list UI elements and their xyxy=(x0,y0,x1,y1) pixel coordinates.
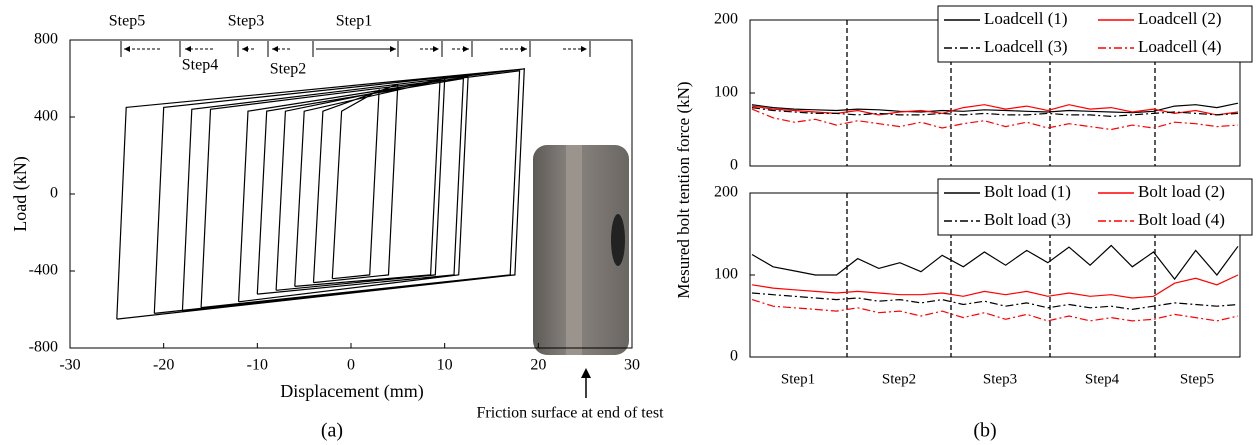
y-tick-label: 400 xyxy=(34,108,58,125)
y-tick-label: 0 xyxy=(50,185,58,202)
annotation: Step1 xyxy=(336,13,372,30)
x-tick-label: 0 xyxy=(347,357,355,374)
series-line xyxy=(751,102,1239,114)
legend-label: Bolt load (4) xyxy=(1138,210,1225,229)
y-tick-label: 200 xyxy=(714,184,738,201)
y-tick-label: 100 xyxy=(714,266,738,283)
y-tick-label: 0 xyxy=(730,348,738,365)
annotation: Step5 xyxy=(109,13,145,30)
series-line xyxy=(751,244,1239,281)
x-tick-label: -30 xyxy=(59,357,80,374)
x-tick-label: 10 xyxy=(437,357,453,374)
arrow-head xyxy=(242,46,248,52)
arrow-head xyxy=(185,46,191,52)
y-tick-label: 200 xyxy=(714,11,738,28)
arrow-head xyxy=(272,46,278,52)
caption: (a) xyxy=(321,420,343,442)
series-line xyxy=(751,274,1239,299)
x-axis-label: Displacement (mm) xyxy=(280,381,423,402)
series-line xyxy=(751,108,1239,131)
arrow-head xyxy=(463,46,469,52)
photo xyxy=(533,145,629,398)
x-tick-label: Step4 xyxy=(1085,371,1120,387)
annotation: Step3 xyxy=(228,13,264,30)
y-tick-label: -800 xyxy=(29,339,58,356)
legend-label: Bolt load (1) xyxy=(984,182,1071,201)
x-tick-label: Step2 xyxy=(882,371,916,387)
arrow-head xyxy=(581,46,587,52)
hysteresis-curve xyxy=(116,68,525,320)
legend-label: Loadcell (4) xyxy=(1138,37,1222,56)
legend-label: Bolt load (3) xyxy=(984,210,1071,229)
annotation: Friction surface at end of test xyxy=(476,405,664,422)
x-tick-label: -20 xyxy=(153,357,174,374)
y-axis-label: Mesured bolt tention force (kN) xyxy=(674,81,693,298)
legend-label: Loadcell (2) xyxy=(1138,9,1222,28)
y-tick-label: 0 xyxy=(730,157,738,174)
series-line xyxy=(751,299,1239,322)
y-tick-label: -400 xyxy=(29,262,58,279)
legend-label: Loadcell (3) xyxy=(984,37,1068,56)
x-tick-label: Step5 xyxy=(1180,371,1214,387)
arrow-head xyxy=(390,46,396,52)
legend-label: Loadcell (1) xyxy=(984,9,1068,28)
x-tick-label: -10 xyxy=(247,357,268,374)
legend-box xyxy=(937,178,1253,236)
series-line xyxy=(751,292,1239,311)
arrow-head xyxy=(521,46,527,52)
x-tick-label: Step1 xyxy=(781,371,815,387)
x-tick-label: 20 xyxy=(530,357,546,374)
arrow-head xyxy=(433,46,439,52)
x-tick-label: 30 xyxy=(624,357,640,374)
caption: (b) xyxy=(973,420,996,442)
y-tick-label: 800 xyxy=(34,31,58,48)
annotation: Step2 xyxy=(270,61,306,78)
y-axis-label: Load (kN) xyxy=(10,156,31,231)
legend-box xyxy=(937,5,1253,63)
series-line xyxy=(751,107,1239,118)
arrow-head xyxy=(124,46,130,52)
y-tick-label: 100 xyxy=(714,84,738,101)
annotation: Step4 xyxy=(182,57,218,74)
x-tick-label: Step3 xyxy=(983,371,1017,387)
legend-label: Bolt load (2) xyxy=(1138,182,1225,201)
